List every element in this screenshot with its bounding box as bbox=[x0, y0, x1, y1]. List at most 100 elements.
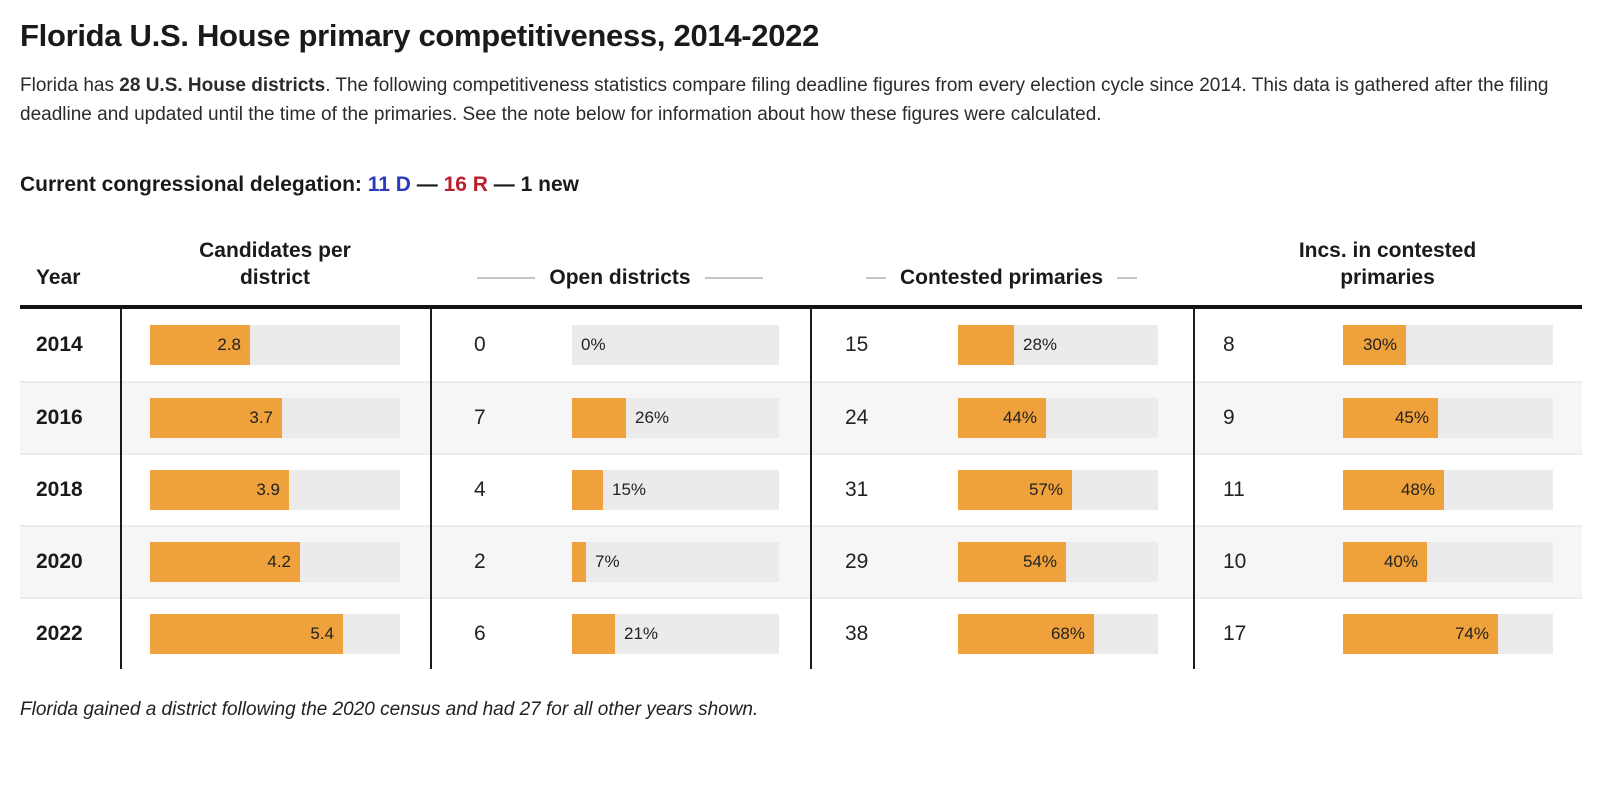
contested-primaries-cell: 24 44% bbox=[810, 397, 1193, 438]
incs-cell: 11 48% bbox=[1193, 469, 1582, 510]
bar-fill: 2.8 bbox=[150, 324, 250, 365]
incs-cell-count: 11 bbox=[1223, 477, 1245, 501]
column-header-incs: Incs. in contested primaries bbox=[1298, 239, 1477, 290]
bar-track: 4.2 bbox=[150, 541, 400, 582]
contested-primaries-cell-count: 31 bbox=[845, 477, 869, 501]
incs-cell-count: 9 bbox=[1223, 405, 1235, 429]
column-divider bbox=[1193, 308, 1195, 669]
bar-value-label: 68% bbox=[1050, 623, 1085, 643]
bar-value-label: 40% bbox=[1383, 551, 1418, 571]
table-body: 2014 2.8 0 0% 15 28% 8 30% 2016 3.7 7 26% 24 44% 9 45% 2… bbox=[20, 308, 1582, 669]
bar-value-label: 3.7 bbox=[249, 407, 273, 427]
bar-fill: 68% bbox=[958, 613, 1094, 654]
bar-track: 5.4 bbox=[150, 613, 400, 654]
contested-primaries-cell: 29 54% bbox=[810, 541, 1193, 582]
table-row: 2018 3.9 4 15% 31 57% 11 48% bbox=[20, 452, 1582, 525]
bar-fill: 54% bbox=[958, 541, 1066, 582]
bar-fill bbox=[572, 397, 626, 438]
bar-fill: 5.4 bbox=[150, 613, 343, 654]
contested-primaries-cell-count: 15 bbox=[845, 332, 869, 356]
bar-value-label: 3.9 bbox=[256, 479, 280, 499]
year-cell: 2016 bbox=[36, 405, 83, 429]
bar-value-label: 54% bbox=[1022, 551, 1057, 571]
intro-bold-districts: 28 U.S. House districts bbox=[119, 75, 326, 96]
open-districts-cell-count: 2 bbox=[474, 549, 486, 573]
incs-cell-count: 17 bbox=[1223, 621, 1247, 645]
table-row: 2020 4.2 2 7% 29 54% 10 40% bbox=[20, 524, 1582, 597]
bar-track: 0% bbox=[572, 324, 779, 365]
table-row: 2016 3.7 7 26% 24 44% 9 45% bbox=[20, 380, 1582, 453]
contested-primaries-cell: 38 68% bbox=[810, 613, 1193, 654]
bar-track: 68% bbox=[958, 613, 1158, 654]
column-header-candidates: Candidates per district bbox=[199, 239, 351, 290]
table-row: 2014 2.8 0 0% 15 28% 8 30% bbox=[20, 309, 1582, 381]
bar-track: 28% bbox=[958, 324, 1158, 365]
incs-cell: 8 30% bbox=[1193, 324, 1582, 365]
competitiveness-table: Year Candidates per district Open distri… bbox=[20, 237, 1582, 669]
candidates-cell: 5.4 bbox=[120, 613, 430, 654]
bar-value-label: 15% bbox=[612, 479, 647, 499]
bar-fill bbox=[572, 613, 615, 654]
column-header-open-districts: Open districts bbox=[430, 264, 810, 291]
incs-cell-count: 10 bbox=[1223, 549, 1247, 573]
year-cell: 2014 bbox=[36, 332, 83, 356]
bar-value-label: 4.2 bbox=[267, 551, 291, 571]
year-cell: 2022 bbox=[36, 621, 83, 645]
header-dash-line bbox=[1117, 276, 1138, 279]
bar-value-label: 28% bbox=[1023, 334, 1058, 354]
delegation-separator: — bbox=[487, 173, 521, 196]
bar-value-label: 57% bbox=[1028, 479, 1063, 499]
bar-value-label: 5.4 bbox=[310, 623, 334, 643]
bar-value-label: 7% bbox=[595, 551, 620, 571]
bar-track: 21% bbox=[572, 613, 779, 654]
bar-value-label: 2.8 bbox=[217, 334, 241, 354]
contested-primaries-cell: 31 57% bbox=[810, 469, 1193, 510]
delegation-dem-count: 11 D bbox=[367, 173, 411, 196]
column-divider bbox=[120, 308, 122, 669]
bar-fill: 3.9 bbox=[150, 469, 289, 510]
open-districts-cell: 7 26% bbox=[430, 397, 810, 438]
bar-fill: 40% bbox=[1343, 541, 1427, 582]
candidates-cell: 3.7 bbox=[120, 397, 430, 438]
table-row: 2022 5.4 6 21% 38 68% 17 74% bbox=[20, 596, 1582, 669]
open-districts-cell-count: 7 bbox=[474, 405, 486, 429]
open-districts-cell: 0 0% bbox=[430, 324, 810, 365]
bar-value-label: 21% bbox=[624, 623, 659, 643]
bar-fill bbox=[572, 541, 586, 582]
bar-fill: 4.2 bbox=[150, 541, 300, 582]
page-title: Florida U.S. House primary competitivene… bbox=[20, 18, 820, 53]
incs-cell-count: 8 bbox=[1223, 332, 1235, 356]
intro-prefix: Florida has bbox=[20, 75, 120, 96]
bar-value-label: 26% bbox=[635, 407, 670, 427]
open-districts-cell: 6 21% bbox=[430, 613, 810, 654]
candidates-cell: 2.8 bbox=[120, 324, 430, 365]
bar-track: 26% bbox=[572, 397, 779, 438]
bar-fill: 30% bbox=[1343, 324, 1406, 365]
open-districts-cell-count: 4 bbox=[474, 477, 486, 501]
column-header-year: Year bbox=[36, 266, 81, 290]
bar-track: 3.9 bbox=[150, 469, 400, 510]
bar-value-label: 44% bbox=[1002, 407, 1037, 427]
bar-fill: 44% bbox=[958, 397, 1046, 438]
bar-value-label: 48% bbox=[1400, 479, 1435, 499]
bar-track: 2.8 bbox=[150, 324, 400, 365]
bar-fill bbox=[572, 469, 603, 510]
column-header-contested-primaries: Contested primaries bbox=[810, 264, 1193, 291]
bar-track: 48% bbox=[1343, 469, 1553, 510]
delegation-rep-count: 16 R bbox=[443, 173, 488, 196]
incs-cell: 9 45% bbox=[1193, 397, 1582, 438]
bar-track: 44% bbox=[958, 397, 1158, 438]
header-dash-line bbox=[704, 276, 763, 279]
contested-primaries-cell: 15 28% bbox=[810, 324, 1193, 365]
candidates-cell: 4.2 bbox=[120, 541, 430, 582]
intro-suffix: . The following competitiveness statisti… bbox=[20, 75, 1549, 125]
bar-fill: 74% bbox=[1343, 613, 1498, 654]
delegation-label: Current congressional delegation: bbox=[20, 173, 368, 196]
bar-value-label: 0% bbox=[581, 334, 606, 354]
bar-track: 40% bbox=[1343, 541, 1553, 582]
bar-value-label: 45% bbox=[1394, 407, 1429, 427]
column-divider bbox=[810, 308, 812, 669]
incs-cell: 17 74% bbox=[1193, 613, 1582, 654]
table-header-row: Year Candidates per district Open distri… bbox=[20, 237, 1582, 309]
bar-fill: 48% bbox=[1343, 469, 1444, 510]
